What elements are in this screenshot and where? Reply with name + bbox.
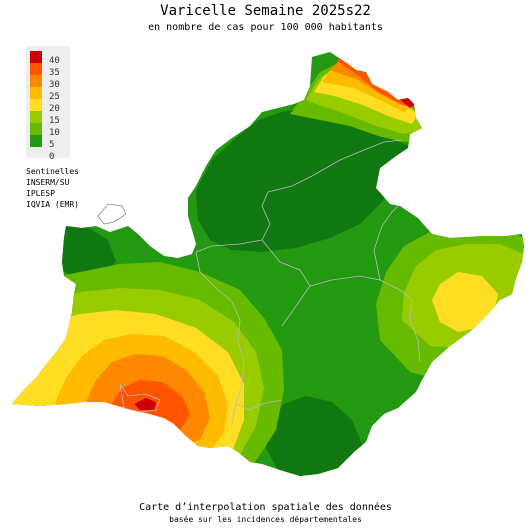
data-sources: Sentinelles INSERM/SU IPLESP IQVIA (EMR): [26, 166, 79, 210]
enclave-outline: [97, 203, 127, 225]
legend-label: 35: [49, 68, 60, 78]
legend-item-10: 10: [30, 123, 70, 138]
zone-darkgreen-north: [196, 108, 410, 252]
legend-swatch: [30, 51, 42, 63]
legend-swatch: [30, 75, 42, 87]
source-line: Sentinelles: [26, 167, 79, 176]
legend-swatch: [30, 135, 42, 147]
footer-subcaption: basée sur les incidences départementales: [169, 515, 362, 524]
legend-swatch: [30, 123, 42, 135]
legend-swatch: [30, 87, 42, 99]
zone-darkgreen-south: [266, 396, 362, 476]
map-title: Varicelle Semaine 2025s22: [160, 3, 371, 19]
legend-label: 25: [49, 92, 60, 102]
legend-swatch: [30, 63, 42, 75]
legend-item-30: 30: [30, 75, 70, 90]
zone-yellow-east: [432, 272, 498, 332]
map-subtitle: en nombre de cas pour 100 000 habitants: [148, 22, 383, 33]
legend-item-35: 35: [30, 63, 70, 78]
footer-caption: Carte d’interpolation spatiale des donné…: [139, 502, 392, 513]
department-borders: [119, 139, 421, 425]
source-line: IPLESP: [26, 189, 55, 198]
legend-label: 0: [49, 152, 55, 162]
legend: 40 35 30 25 20 15 10 5 0: [26, 46, 70, 162]
legend-label: 30: [49, 80, 60, 90]
legend-item-0: 0: [30, 147, 70, 162]
legend-item-5: 5: [30, 135, 70, 150]
legend-label: 10: [49, 128, 60, 138]
legend-item-25: 25: [30, 87, 70, 102]
zone-red-sw: [134, 398, 156, 410]
legend-label: 15: [49, 116, 60, 126]
legend-label: 40: [49, 56, 60, 66]
zone-darkgreen-west: [60, 222, 116, 280]
legend-swatch: [30, 111, 42, 123]
legend-item-20: 20: [30, 99, 70, 114]
legend-swatch: [30, 99, 42, 111]
legend-label: 20: [49, 104, 60, 114]
legend-item-40: 40: [30, 51, 70, 66]
legend-item-15: 15: [30, 111, 70, 126]
legend-label: 5: [49, 140, 55, 150]
source-line: IQVIA (EMR): [26, 200, 79, 209]
source-line: INSERM/SU: [26, 178, 70, 187]
